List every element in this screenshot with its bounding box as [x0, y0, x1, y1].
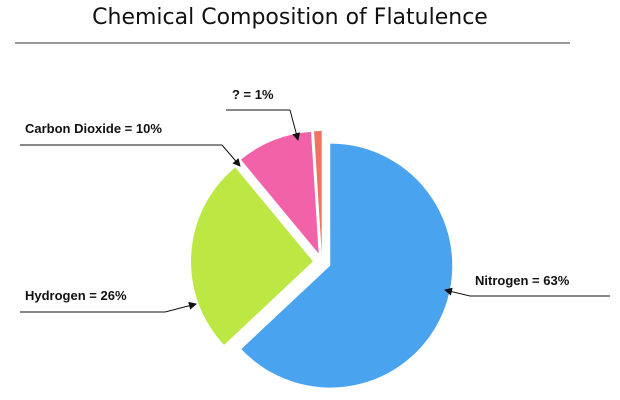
pie-slice [314, 131, 322, 254]
pie-slice [241, 143, 453, 388]
slice-label: Carbon Dioxide = 10% [25, 121, 162, 136]
leader-arrow [164, 301, 197, 313]
leader-arrow [289, 109, 301, 141]
slice-label: Hydrogen = 26% [25, 288, 127, 303]
chart-title: Chemical Composition of Flatulence [92, 5, 488, 30]
pie-slice [191, 167, 314, 345]
slice-label: Nitrogen = 63% [475, 273, 570, 288]
slice-label: ? = 1% [232, 87, 274, 102]
leader-arrow [221, 144, 241, 167]
leader-arrow [444, 287, 471, 297]
pie-slice [240, 131, 319, 254]
